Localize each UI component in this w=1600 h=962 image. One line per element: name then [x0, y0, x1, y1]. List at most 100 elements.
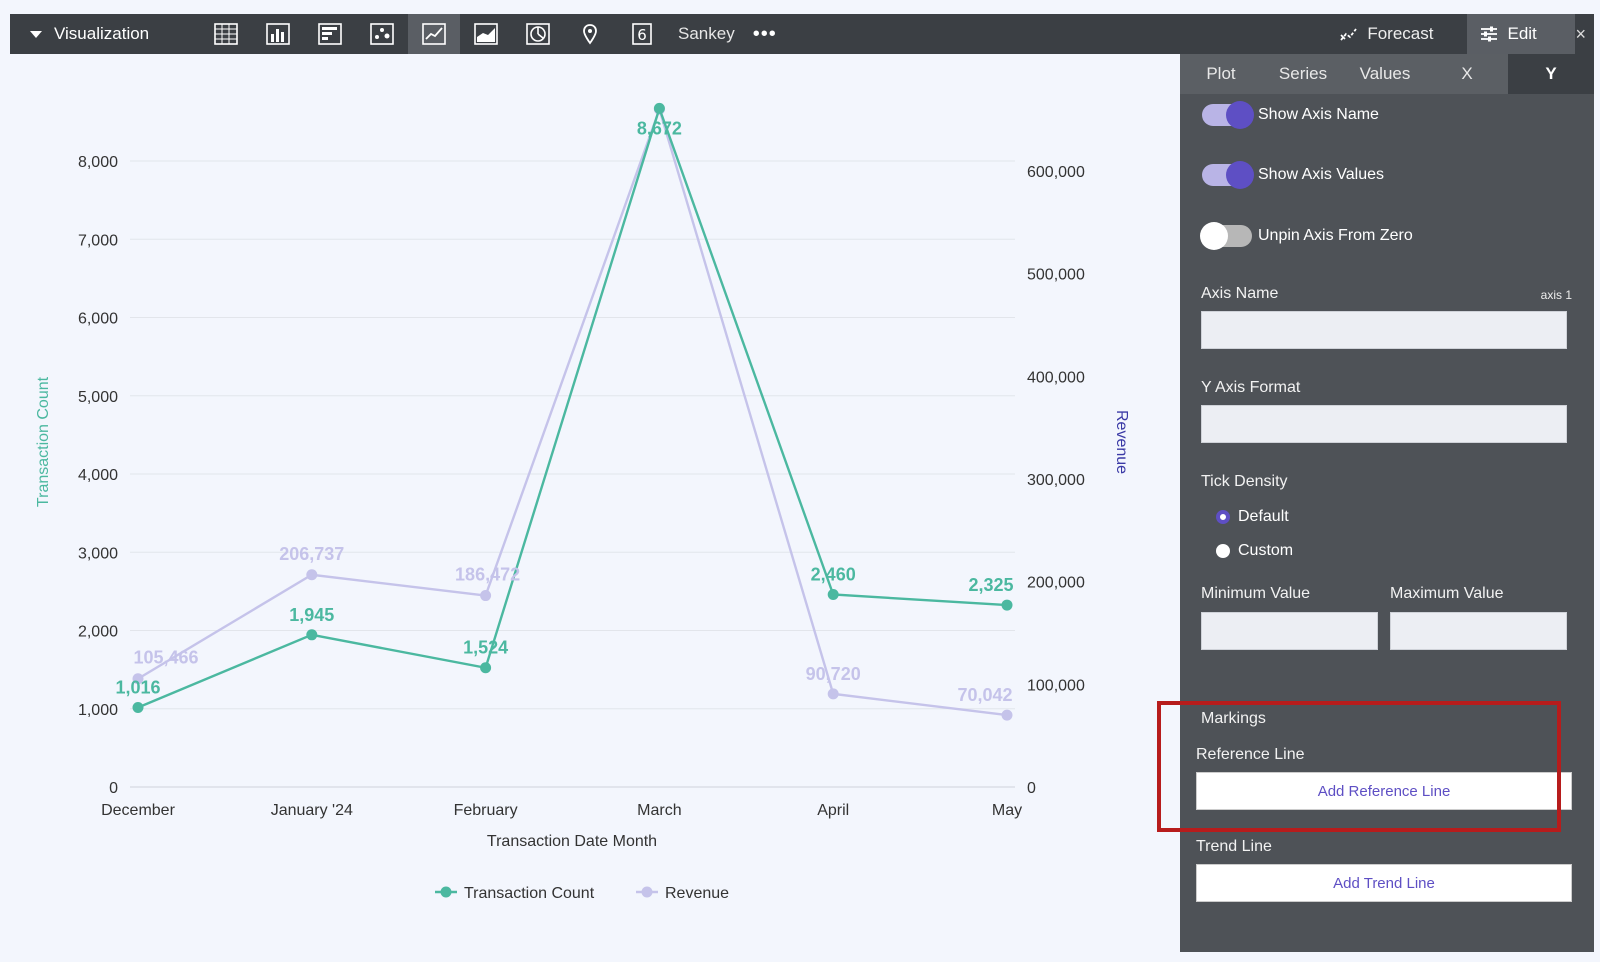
markings-label: Markings — [1201, 710, 1266, 727]
tab-x[interactable]: X — [1461, 64, 1473, 83]
data-point — [306, 629, 318, 641]
more-options-icon[interactable]: ••• — [752, 22, 777, 45]
right-tick-label: 600,000 — [1027, 164, 1085, 181]
close-icon[interactable]: × — [1575, 23, 1586, 44]
axis-badge: axis 1 — [1540, 288, 1572, 302]
tab-y[interactable]: Y — [1508, 54, 1594, 94]
bar-chart-icon[interactable] — [304, 14, 356, 54]
minimum-value-input[interactable] — [1201, 612, 1378, 650]
show-axis-values-label: Show Axis Values — [1258, 166, 1384, 183]
table-icon[interactable] — [200, 14, 252, 54]
x-tick-label: February — [454, 802, 518, 819]
edit-label: Edit — [1507, 24, 1537, 43]
tick-density-default-radio[interactable]: Default — [1216, 508, 1289, 526]
data-point — [306, 569, 318, 581]
left-tick-label: 0 — [109, 780, 118, 797]
data-point — [827, 688, 839, 700]
unpin-axis-toggle[interactable] — [1200, 222, 1252, 250]
y-axis-format-input[interactable] — [1201, 405, 1567, 443]
sankey-button[interactable]: Sankey — [678, 24, 735, 43]
left-tick-label: 5,000 — [78, 389, 118, 406]
unpin-axis-row: Unpin Axis From Zero — [1200, 222, 1413, 250]
maximum-value-input[interactable] — [1390, 612, 1567, 650]
edit-button[interactable]: Edit — [1467, 14, 1576, 54]
show-axis-values-row: Show Axis Values — [1202, 161, 1384, 189]
tab-values[interactable]: Values — [1359, 64, 1411, 83]
data-label: 90,720 — [806, 664, 861, 684]
data-label: 70,042 — [957, 685, 1012, 705]
forecast-button[interactable]: Forecast — [1339, 24, 1433, 44]
right-tick-label: 400,000 — [1027, 369, 1085, 386]
single-value-icon[interactable]: 6 — [616, 14, 668, 54]
right-tick-label: 0 — [1027, 780, 1036, 797]
legend-label: Revenue — [665, 885, 729, 902]
minimum-value-label: Minimum Value — [1201, 585, 1311, 602]
show-axis-name-label: Show Axis Name — [1258, 106, 1379, 123]
tab-series[interactable]: Series — [1278, 64, 1328, 83]
pie-chart-icon[interactable] — [512, 14, 564, 54]
show-axis-name-row: Show Axis Name — [1202, 101, 1379, 129]
data-point — [653, 102, 665, 114]
x-tick-label: December — [101, 802, 175, 819]
forecast-icon — [1340, 28, 1358, 41]
radio-custom-label: Custom — [1238, 542, 1294, 559]
visualization-toolbar: Visualization 6 Sankey ••• Forecast Edit… — [10, 14, 1594, 54]
data-label: 8,672 — [637, 118, 682, 138]
column-chart-icon[interactable] — [252, 14, 304, 54]
tab-plot[interactable]: Plot — [1206, 64, 1236, 83]
data-point — [132, 701, 144, 713]
visualization-title: Visualization — [54, 24, 150, 43]
tick-density-custom-radio[interactable]: Custom — [1216, 542, 1293, 560]
left-tick-label: 4,000 — [78, 467, 118, 484]
left-tick-label: 8,000 — [78, 154, 118, 171]
edit-panel: Plot Series Values X Y Show Axis Name Sh… — [1180, 54, 1594, 952]
data-label: 1,524 — [463, 638, 508, 658]
axis-name-input[interactable] — [1201, 311, 1567, 349]
visualization-toggle[interactable]: Visualization — [30, 24, 200, 44]
right-tick-label: 300,000 — [1027, 472, 1085, 489]
left-tick-label: 6,000 — [78, 311, 118, 328]
show-axis-values-toggle[interactable] — [1202, 161, 1254, 189]
line-chart: 0 1,000 2,000 3,000 4,000 5,000 6,000 7,000 8,00… — [0, 54, 1180, 962]
scatter-icon[interactable] — [356, 14, 408, 54]
data-point — [1001, 709, 1013, 721]
caret-down-icon — [30, 30, 42, 38]
axis-name-label: Axis Name — [1201, 285, 1279, 302]
map-pin-icon[interactable] — [564, 14, 616, 54]
right-tick-label: 100,000 — [1027, 677, 1085, 694]
unpin-axis-label: Unpin Axis From Zero — [1258, 227, 1413, 244]
data-label: 1,016 — [115, 677, 160, 697]
data-point — [827, 589, 839, 601]
data-label: 1,945 — [289, 605, 334, 625]
data-label: 2,460 — [811, 565, 856, 585]
area-chart-icon[interactable] — [460, 14, 512, 54]
left-axis-title: Transaction Count — [35, 376, 52, 507]
x-tick-label: May — [992, 802, 1022, 819]
data-label: 206,737 — [279, 544, 344, 564]
data-label: 186,472 — [455, 565, 520, 585]
data-label: 2,325 — [968, 575, 1013, 595]
series-line-transaction-count — [137, 104, 1008, 709]
show-axis-name-toggle[interactable] — [1202, 101, 1254, 129]
data-point — [480, 662, 492, 674]
add-trend-line-button[interactable]: Add Trend Line — [1196, 864, 1572, 902]
radio-unselected-icon — [1216, 544, 1230, 558]
right-tick-label: 200,000 — [1027, 575, 1085, 592]
data-label: 105,466 — [133, 648, 198, 668]
x-axis-title: Transaction Date Month — [487, 833, 657, 850]
series-line-revenue — [137, 105, 1008, 717]
forecast-label: Forecast — [1367, 24, 1434, 43]
x-tick-label: April — [817, 802, 849, 819]
left-tick-label: 7,000 — [78, 232, 118, 249]
radio-selected-icon — [1216, 510, 1230, 524]
svg-text:6: 6 — [637, 26, 647, 44]
maximum-value-label: Maximum Value — [1390, 585, 1504, 602]
line-chart-icon[interactable] — [408, 14, 460, 54]
legend-marker — [440, 886, 452, 898]
radio-default-label: Default — [1238, 508, 1289, 525]
chart-svg: 0 1,000 2,000 3,000 4,000 5,000 6,000 7,000 8,00… — [35, 102, 1130, 902]
tick-density-label: Tick Density — [1201, 473, 1288, 490]
left-tick-label: 2,000 — [78, 624, 118, 641]
data-point — [1001, 599, 1013, 611]
add-reference-line-button[interactable]: Add Reference Line — [1196, 772, 1572, 810]
